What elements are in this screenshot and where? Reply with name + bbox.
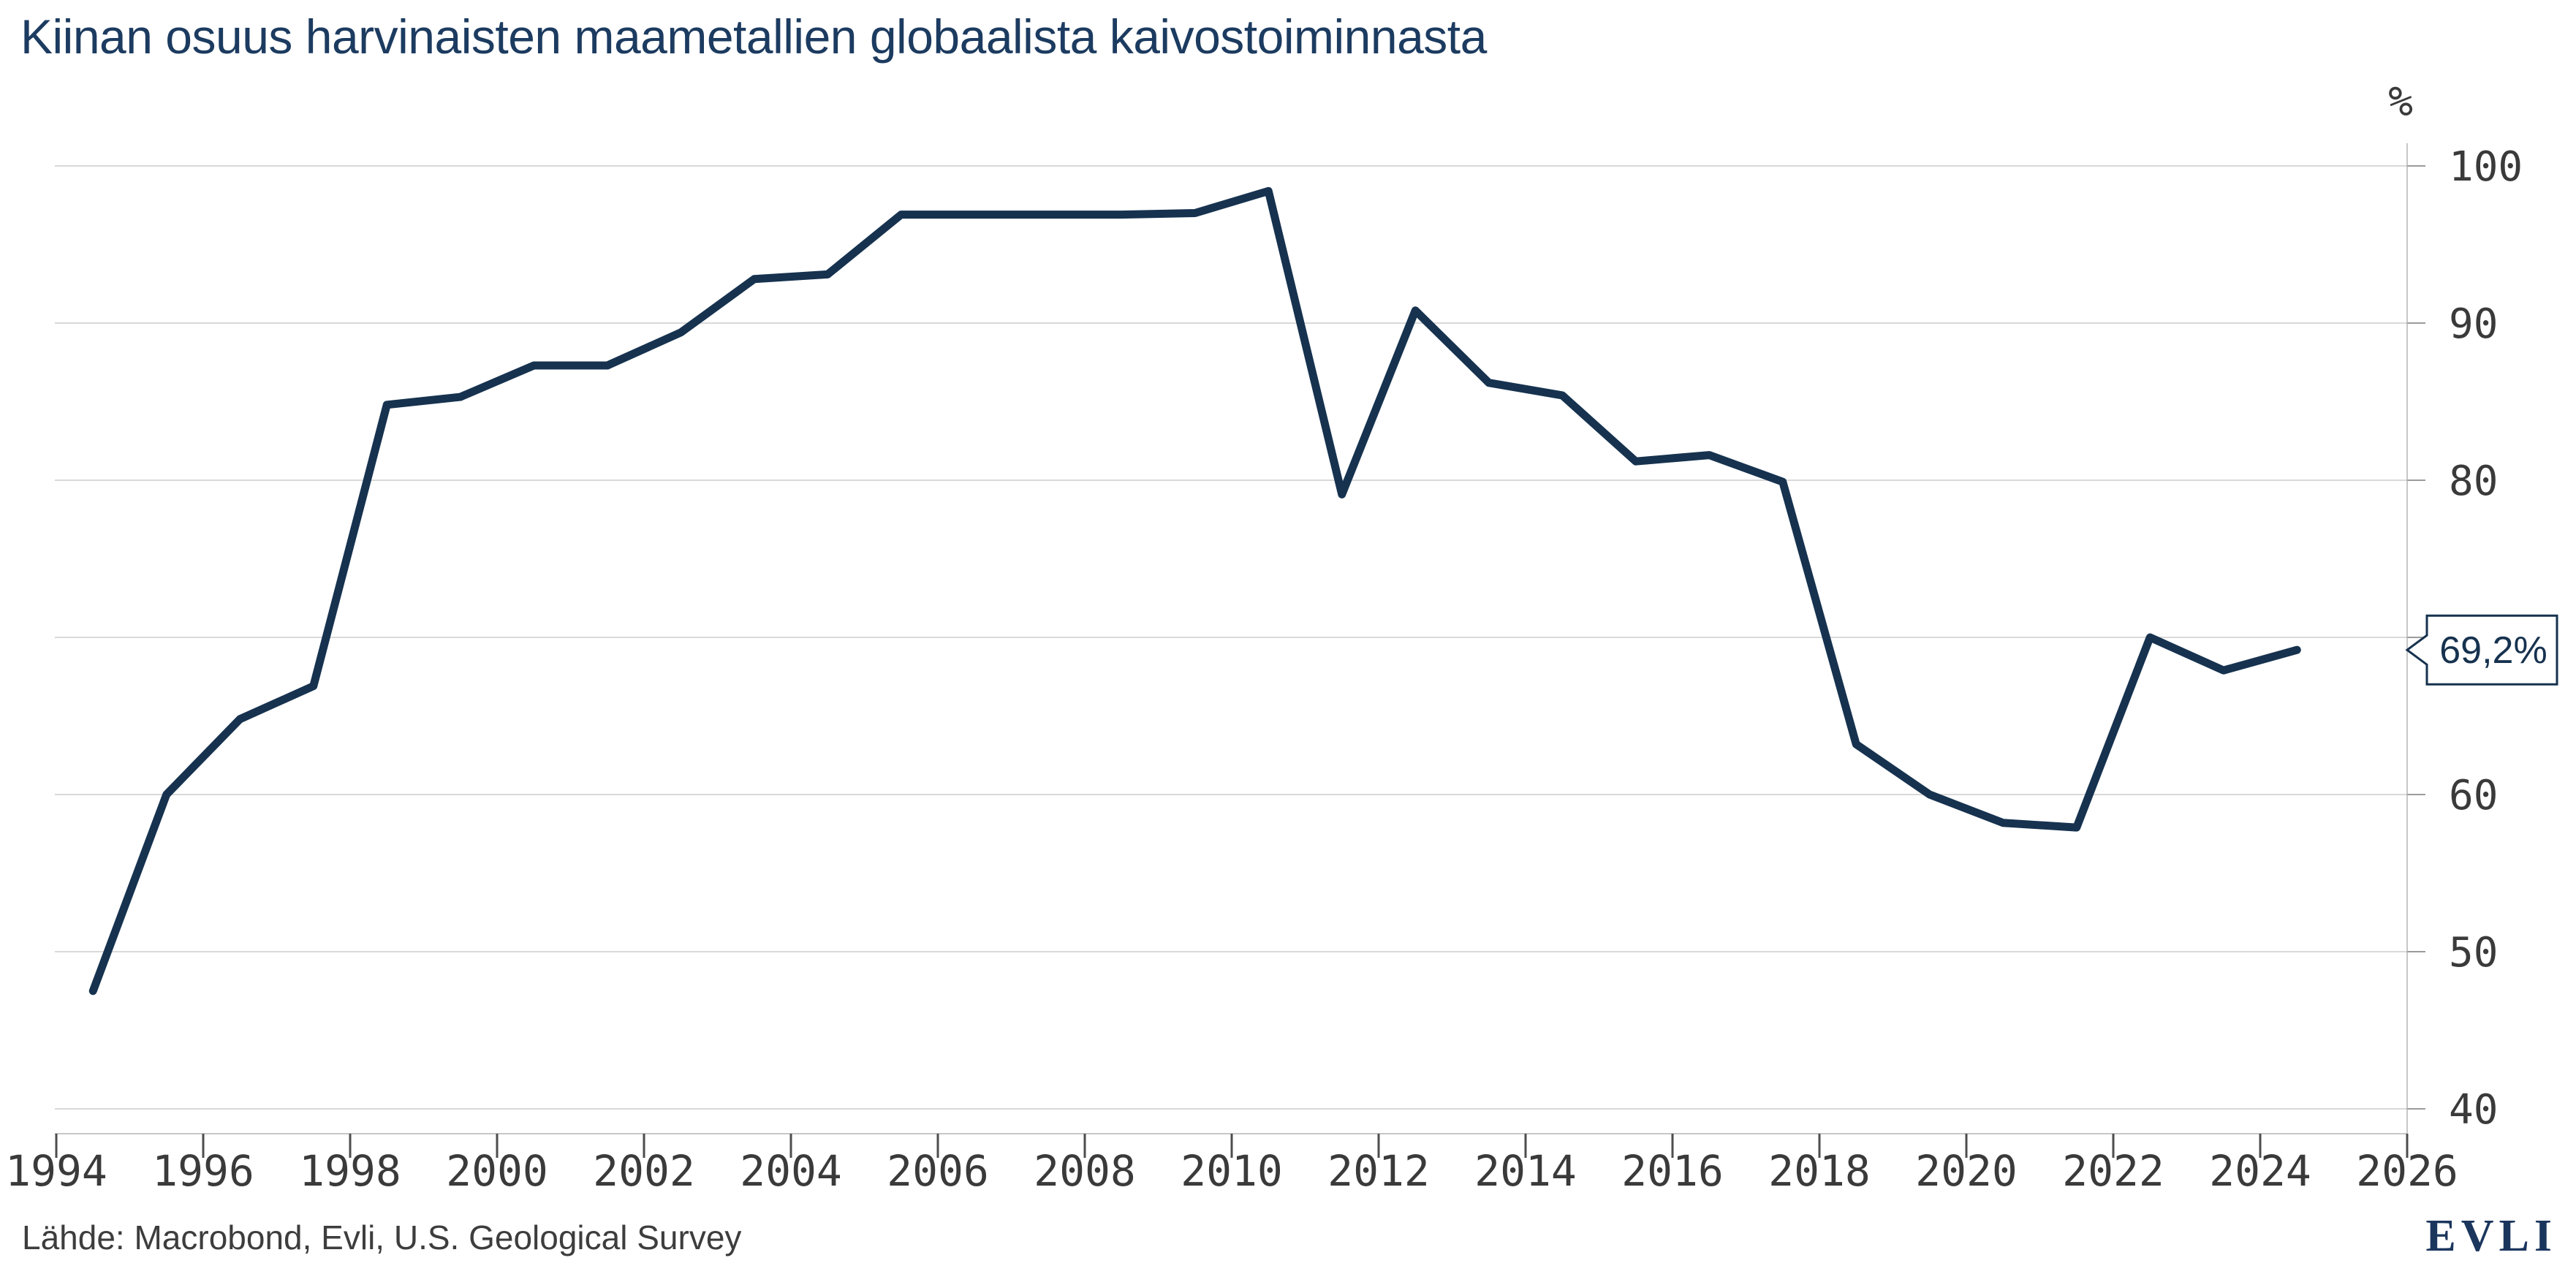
data-line bbox=[88, 186, 2301, 996]
y-tick-label-100: 100 bbox=[2449, 143, 2523, 191]
x-tick-label-2010: 2010 bbox=[1181, 1146, 1283, 1196]
chart-title: Kiinan osuus harvinaisten maametallien g… bbox=[20, 10, 1487, 64]
x-tick-label-2024: 2024 bbox=[2209, 1146, 2311, 1196]
x-tick-label-2012: 2012 bbox=[1327, 1146, 1430, 1196]
x-tick-label-1996: 1996 bbox=[152, 1146, 254, 1196]
x-axis: 1994 1996 1998 2000 2002 2004 2006 2008 2010 2012… bbox=[5, 1133, 2458, 1196]
y-tick-label-90: 90 bbox=[2449, 300, 2498, 348]
data-series bbox=[88, 186, 2301, 996]
x-tick-label-2026: 2026 bbox=[2356, 1146, 2458, 1196]
y-tick-label-40: 40 bbox=[2449, 1086, 2498, 1134]
evli-logo: EVLI bbox=[2425, 1211, 2557, 1261]
x-tick-label-2014: 2014 bbox=[1474, 1146, 1577, 1196]
x-tick-label-2020: 2020 bbox=[1915, 1146, 2018, 1196]
x-tick-label-2016: 2016 bbox=[1621, 1146, 1724, 1196]
gridlines bbox=[55, 165, 2407, 1110]
x-tick-label-1998: 1998 bbox=[299, 1146, 401, 1196]
x-tick-label-1994: 1994 bbox=[5, 1146, 107, 1196]
y-axis: 100908070605040% bbox=[2388, 78, 2523, 1134]
y-tick-label-60: 60 bbox=[2449, 772, 2498, 819]
x-tick-label-2002: 2002 bbox=[593, 1146, 695, 1196]
x-tick-label-2000: 2000 bbox=[446, 1146, 548, 1196]
callout-label: 69,2% bbox=[2439, 629, 2547, 672]
y-axis-unit-label: % bbox=[2388, 78, 2413, 126]
y-tick-label-50: 50 bbox=[2449, 929, 2498, 977]
value-callout: 69,2% bbox=[2405, 614, 2558, 686]
y-tick-label-80: 80 bbox=[2449, 458, 2498, 505]
callout-bubble bbox=[2405, 614, 2558, 686]
x-tick-label-2018: 2018 bbox=[1768, 1146, 1871, 1196]
x-tick-label-2022: 2022 bbox=[2062, 1146, 2164, 1196]
x-tick-label-2008: 2008 bbox=[1034, 1146, 1136, 1196]
x-tick-label-2004: 2004 bbox=[740, 1146, 842, 1196]
x-tick-label-2006: 2006 bbox=[887, 1146, 989, 1196]
source-note: Lähde: Macrobond, Evli, U.S. Geological … bbox=[22, 1218, 742, 1256]
